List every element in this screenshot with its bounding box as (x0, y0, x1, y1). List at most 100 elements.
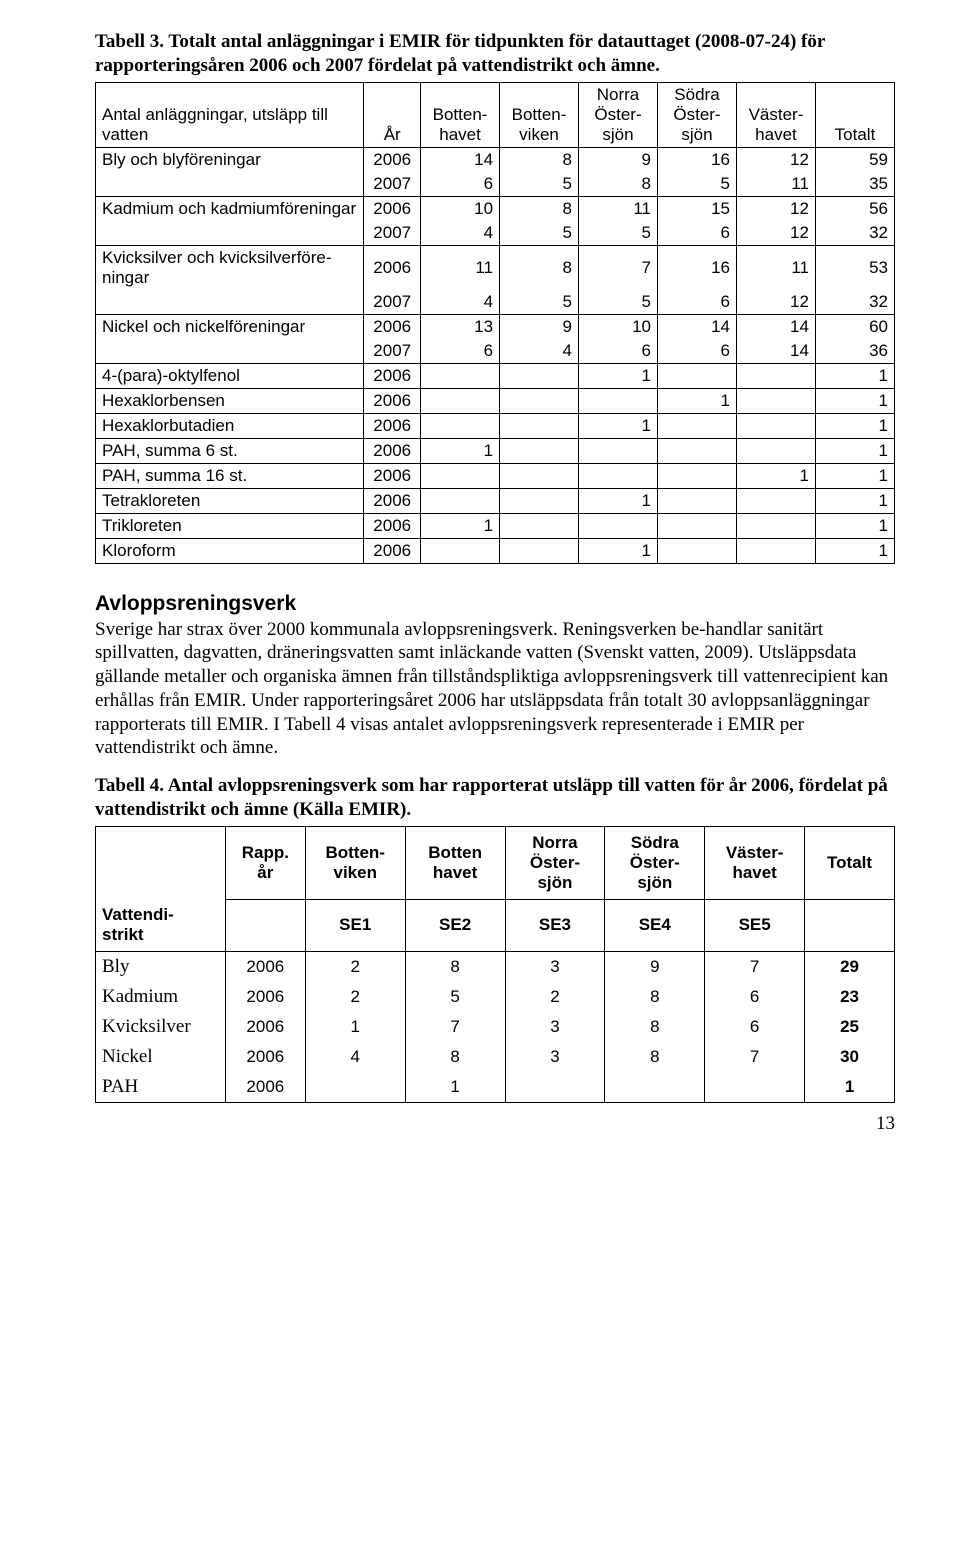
t3-cell: 1 (421, 438, 500, 463)
t3-cell: 1 (815, 363, 894, 388)
t3-cell: 32 (815, 221, 894, 246)
t3-rowlabel: Kadmium och kadmiumföreningar (96, 196, 364, 221)
t3-cell (736, 363, 815, 388)
t3-cell: 14 (421, 147, 500, 172)
t3-year: 2006 (364, 513, 421, 538)
t3-rowlabel: PAH, summa 16 st. (96, 463, 364, 488)
table4-caption: Tabell 4. Antal avloppsreningsverk som h… (95, 774, 895, 822)
t4-year: 2006 (225, 1012, 305, 1042)
t3-cell: 5 (500, 290, 579, 315)
t3-cell (658, 363, 737, 388)
t3-rowlabel: Hexaklorbensen (96, 388, 364, 413)
t3-rowlabel: Kvicksilver och kvicksilverföre-ningar (96, 245, 364, 290)
page-number: 13 (95, 1113, 895, 1135)
t3-h-c3: Norra Öster- sjön (579, 82, 658, 147)
t3-cell: 5 (658, 172, 737, 197)
t4-total: 25 (805, 1012, 895, 1042)
t3-cell: 1 (815, 513, 894, 538)
t3-year: 2007 (364, 221, 421, 246)
t4-h2-se4: SE4 (605, 899, 705, 952)
t3-cell: 7 (579, 245, 658, 290)
t3-cell: 12 (736, 147, 815, 172)
t3-year: 2006 (364, 314, 421, 339)
t3-rowlabel (96, 339, 364, 364)
t3-cell: 1 (579, 413, 658, 438)
t3-year: 2006 (364, 245, 421, 290)
t3-cell: 5 (500, 172, 579, 197)
t3-cell (500, 438, 579, 463)
t3-cell: 1 (658, 388, 737, 413)
t3-cell: 1 (579, 488, 658, 513)
t3-cell: 1 (579, 538, 658, 563)
t3-cell: 5 (500, 221, 579, 246)
t3-cell: 1 (736, 463, 815, 488)
t4-cell (305, 1072, 405, 1103)
t4-h2-blank2 (805, 899, 895, 952)
t4-h1-c3: Norra Öster- sjön (505, 826, 605, 899)
t3-year: 2006 (364, 196, 421, 221)
t3-cell: 60 (815, 314, 894, 339)
t3-year: 2007 (364, 290, 421, 315)
t3-cell: 8 (500, 245, 579, 290)
t3-cell (579, 438, 658, 463)
t3-cell: 6 (421, 172, 500, 197)
t4-cell: 8 (405, 952, 505, 983)
t4-h1-c5: Väster- havet (705, 826, 805, 899)
t3-cell (658, 513, 737, 538)
t3-cell: 14 (658, 314, 737, 339)
t3-cell: 11 (421, 245, 500, 290)
t3-cell: 1 (815, 438, 894, 463)
t3-year: 2006 (364, 538, 421, 563)
t3-rowlabel (96, 290, 364, 315)
t4-cell: 8 (405, 1042, 505, 1072)
t3-cell (500, 388, 579, 413)
t3-cell (421, 488, 500, 513)
t3-rowlabel: Trikloreten (96, 513, 364, 538)
section-body: Sverige har strax över 2000 kommunala av… (95, 618, 895, 761)
t4-cell: 8 (605, 982, 705, 1012)
t4-cell: 9 (605, 952, 705, 983)
t4-cell: 4 (305, 1042, 405, 1072)
t4-cell: 7 (405, 1012, 505, 1042)
t3-cell: 5 (579, 290, 658, 315)
t3-cell (500, 538, 579, 563)
t4-cell: 1 (305, 1012, 405, 1042)
t3-cell (579, 388, 658, 413)
t3-cell: 1 (815, 488, 894, 513)
t3-cell (736, 438, 815, 463)
t3-cell: 12 (736, 290, 815, 315)
t3-cell: 53 (815, 245, 894, 290)
t4-h2-vd: Vattendi- strikt (96, 899, 226, 952)
t3-cell (658, 488, 737, 513)
t3-rowlabel (96, 221, 364, 246)
t3-year: 2006 (364, 463, 421, 488)
t3-cell: 6 (421, 339, 500, 364)
t4-rowlabel: PAH (96, 1072, 226, 1103)
t3-cell: 9 (579, 147, 658, 172)
t3-cell (736, 388, 815, 413)
t4-rowlabel: Kadmium (96, 982, 226, 1012)
t3-cell (421, 463, 500, 488)
t4-cell: 6 (705, 982, 805, 1012)
t4-h2-se2: SE2 (405, 899, 505, 952)
t3-h-c1: Botten- havet (421, 82, 500, 147)
t4-total: 1 (805, 1072, 895, 1103)
t4-rowlabel: Kvicksilver (96, 1012, 226, 1042)
t3-year: 2006 (364, 488, 421, 513)
t3-cell: 9 (500, 314, 579, 339)
t3-cell: 32 (815, 290, 894, 315)
t4-h1-c4: Södra Öster- sjön (605, 826, 705, 899)
t3-cell: 11 (736, 172, 815, 197)
t3-cell: 59 (815, 147, 894, 172)
t3-rowlabel: Nickel och nickelföreningar (96, 314, 364, 339)
t3-cell: 1 (815, 388, 894, 413)
t3-cell: 11 (579, 196, 658, 221)
t3-cell (500, 463, 579, 488)
t3-rowlabel: 4-(para)-oktylfenol (96, 363, 364, 388)
t4-cell: 2 (305, 982, 405, 1012)
t3-cell: 16 (658, 245, 737, 290)
t3-cell (500, 513, 579, 538)
table3-caption: Tabell 3. Totalt antal anläggningar i EM… (95, 30, 895, 78)
t4-h1-year: Rapp. år (225, 826, 305, 899)
t3-rowlabel (96, 172, 364, 197)
